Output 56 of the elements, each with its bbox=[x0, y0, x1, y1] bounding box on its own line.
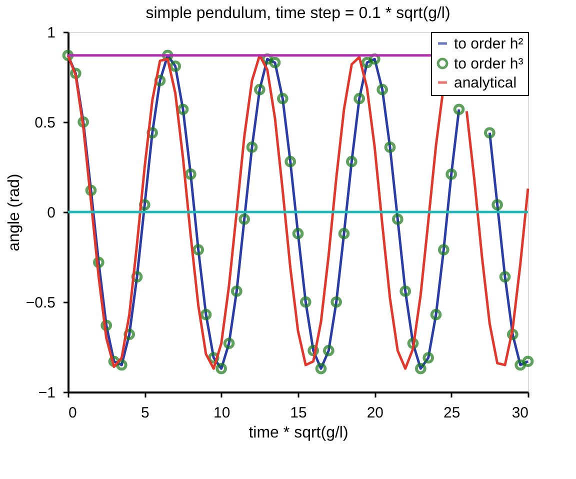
point bbox=[338, 228, 350, 240]
point bbox=[230, 286, 242, 297]
point bbox=[170, 60, 182, 72]
point bbox=[322, 344, 334, 356]
legend-label: to order h² bbox=[454, 36, 524, 52]
x-tick-label: 10 bbox=[213, 404, 230, 422]
x-tick-label: 30 bbox=[512, 404, 528, 422]
x-axis-title: time * sqrt(g/l) bbox=[248, 424, 348, 442]
point bbox=[300, 296, 312, 308]
x-tick-label: 15 bbox=[290, 404, 307, 422]
point bbox=[400, 286, 412, 297]
x-tick-label: 0 bbox=[68, 404, 77, 422]
point bbox=[446, 168, 458, 180]
point bbox=[276, 92, 288, 104]
chart-title: simple pendulum, time step = 0.1 * sqrt(g/l) bbox=[146, 5, 450, 22]
point bbox=[184, 168, 196, 180]
point bbox=[384, 142, 396, 153]
x-tick-label: 25 bbox=[443, 404, 460, 422]
point bbox=[484, 127, 496, 138]
point bbox=[499, 271, 511, 282]
point bbox=[216, 362, 228, 374]
point bbox=[422, 352, 434, 364]
point bbox=[438, 244, 450, 256]
point bbox=[223, 338, 235, 350]
y-tick-label: 1 bbox=[47, 24, 56, 42]
y-axis-title: angle (rad) bbox=[6, 174, 23, 252]
point bbox=[492, 199, 504, 210]
x-tick-label: 20 bbox=[366, 404, 384, 422]
point bbox=[200, 308, 212, 320]
point bbox=[522, 356, 534, 368]
y-tick-label: −0.5 bbox=[26, 294, 56, 312]
y-tick-label: −1 bbox=[38, 384, 56, 402]
point bbox=[292, 228, 304, 240]
point bbox=[346, 156, 358, 168]
legend-label: to order h³ bbox=[454, 56, 524, 72]
point bbox=[354, 92, 366, 104]
point bbox=[430, 308, 442, 320]
point bbox=[192, 244, 204, 256]
legend-label: analytical bbox=[454, 74, 517, 92]
point bbox=[246, 142, 258, 153]
point bbox=[238, 214, 250, 225]
y-tick-label: 0.5 bbox=[34, 114, 56, 132]
point bbox=[284, 156, 296, 168]
point bbox=[414, 362, 426, 374]
point bbox=[269, 56, 281, 68]
point bbox=[361, 56, 373, 68]
point bbox=[453, 104, 465, 116]
point bbox=[254, 84, 266, 96]
point bbox=[392, 214, 404, 225]
point bbox=[514, 359, 526, 371]
point bbox=[376, 84, 388, 96]
x-tick-label: 5 bbox=[140, 404, 150, 422]
point bbox=[177, 104, 189, 116]
point bbox=[315, 362, 327, 374]
y-tick-label: 0 bbox=[47, 204, 56, 222]
point bbox=[330, 296, 342, 308]
